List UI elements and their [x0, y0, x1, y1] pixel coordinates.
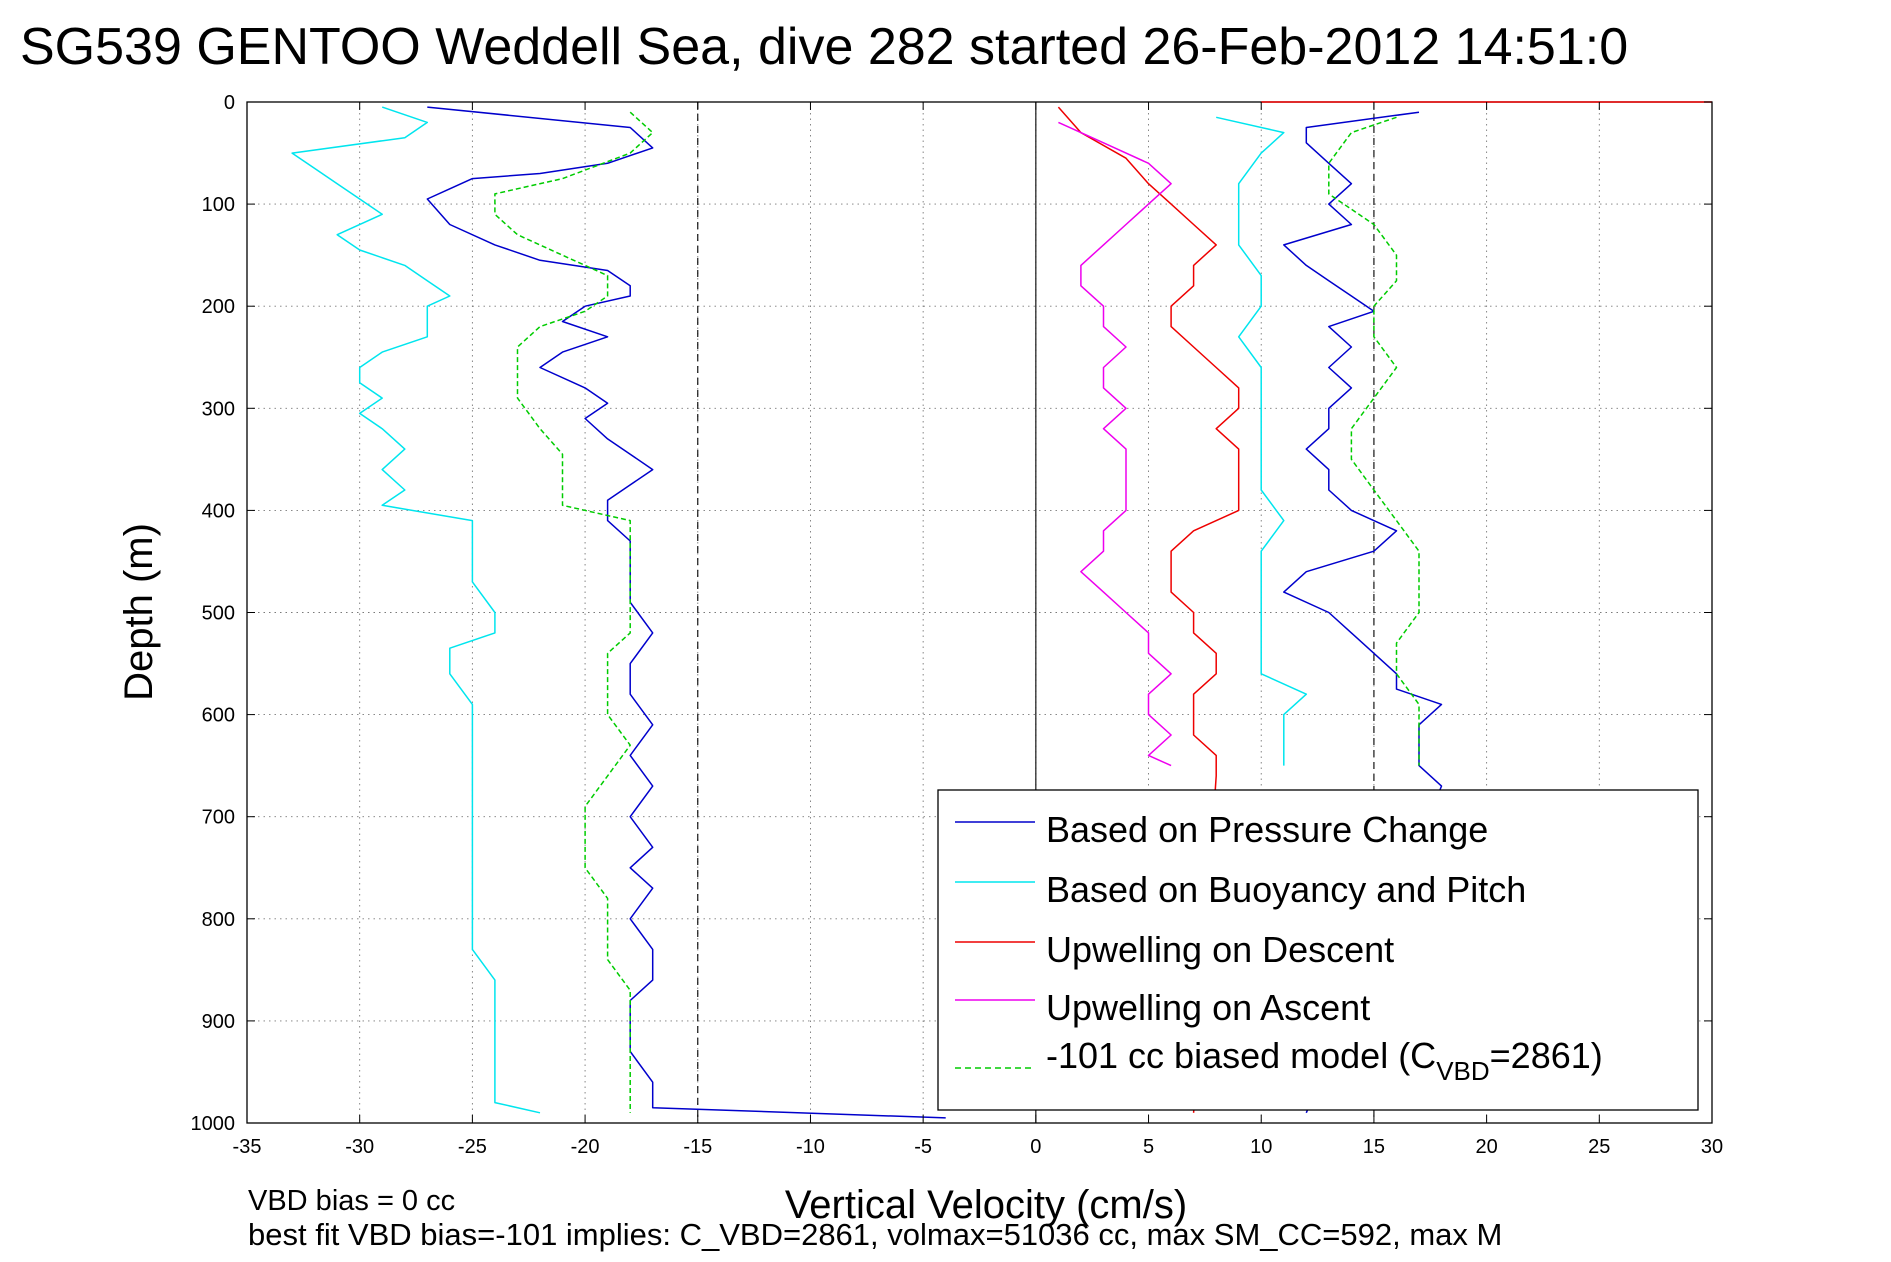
y-axis-label: Depth (m) — [117, 523, 161, 701]
series-line-model_descent — [494, 111, 654, 1113]
x-tick-label: 10 — [1250, 1136, 1272, 1158]
legend-label-upwelling-ascent: Upwelling on Ascent — [1046, 987, 1370, 1028]
x-tick-label: -5 — [914, 1136, 932, 1158]
x-tick-label: -15 — [683, 1136, 712, 1158]
y-tick-label: 300 — [202, 398, 235, 420]
series-line-buoyancy_ascent — [1216, 116, 1308, 766]
best-fit-note: best fit VBD bias=-101 implies: C_VBD=28… — [248, 1217, 1502, 1252]
x-tick-label: 30 — [1701, 1136, 1723, 1158]
series-line-pressure_descent — [426, 106, 946, 1119]
legend-label-buoyancy: Based on Buoyancy and Pitch — [1046, 869, 1526, 910]
legend-model-subscript: VBD — [1436, 1056, 1489, 1086]
x-tick-label: -25 — [458, 1136, 487, 1158]
x-tick-label: 5 — [1143, 1136, 1154, 1158]
y-tick-label: 100 — [202, 194, 235, 216]
series-line-buoyancy_descent — [291, 106, 541, 1114]
y-tick-label: 0 — [224, 92, 235, 114]
x-tick-label: -35 — [233, 1136, 262, 1158]
y-tick-label: 1000 — [191, 1113, 236, 1135]
y-tick-label: 200 — [202, 296, 235, 318]
y-tick-label: 900 — [202, 1011, 235, 1033]
series-line-pressure_ascent — [1283, 111, 1443, 1114]
y-tick-label: 500 — [202, 603, 235, 625]
axis-ticks: -35 -30 -25 -20 -15 -10 -5 0 5 10 15 20 25 3001002003… — [191, 92, 1724, 1158]
x-tick-label: 25 — [1588, 1136, 1610, 1158]
legend-model-prefix: -101 cc biased model (C — [1046, 1035, 1436, 1076]
x-tick-label: 20 — [1475, 1136, 1497, 1158]
y-tick-label: 700 — [202, 807, 235, 829]
legend-box — [937, 789, 1699, 1111]
x-tick-label: -20 — [571, 1136, 600, 1158]
series-line-upwelling_ascent — [1058, 121, 1172, 767]
x-tick-label: -30 — [345, 1136, 374, 1158]
series-line-model_ascent — [1328, 116, 1420, 766]
legend-model-suffix: =2861) — [1490, 1035, 1603, 1076]
legend-label-model: -101 cc biased model (CVBD=2861) — [1046, 1035, 1603, 1086]
legend-label-upwelling-descent: Upwelling on Descent — [1046, 929, 1394, 970]
y-tick-label: 800 — [202, 909, 235, 931]
y-tick-label: 600 — [202, 705, 235, 727]
vbd-bias-note: VBD bias = 0 cc — [248, 1185, 455, 1217]
series-line-upwelling_descent — [1057, 106, 1240, 1113]
chart-title: SG539 GENTOO Weddell Sea, dive 282 start… — [20, 18, 1628, 76]
legend-label-pressure: Based on Pressure Change — [1046, 809, 1488, 850]
data-series — [291, 101, 1712, 1119]
x-tick-label: 0 — [1030, 1136, 1041, 1158]
x-tick-label: -10 — [796, 1136, 825, 1158]
y-tick-label: 400 — [202, 500, 235, 522]
x-tick-label: 15 — [1363, 1136, 1385, 1158]
x-axis-label: Vertical Velocity (cm/s) — [785, 1183, 1187, 1227]
legend: Based on Pressure Change Based on Buoyan… — [937, 789, 1699, 1111]
